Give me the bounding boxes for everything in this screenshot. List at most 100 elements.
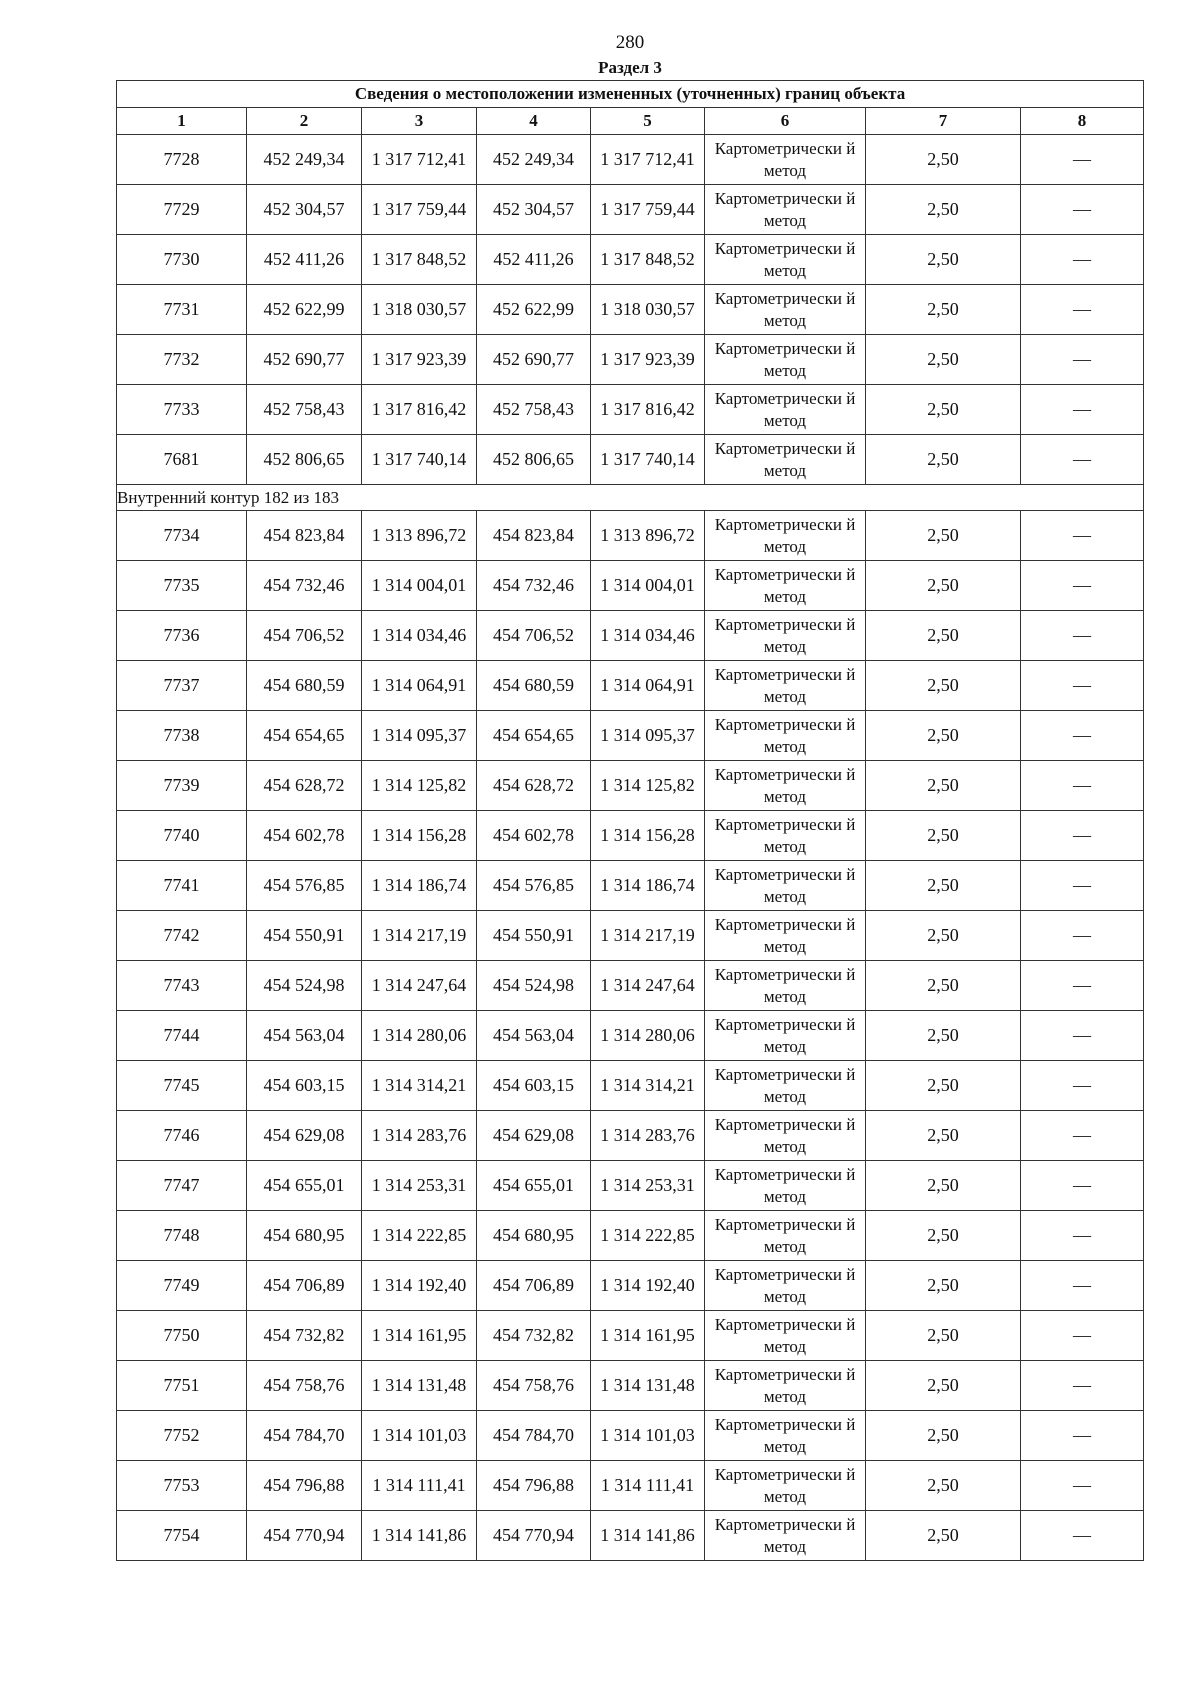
accuracy-cell: 2,50 <box>865 434 1021 485</box>
description-cell: — <box>1019 134 1145 185</box>
point-number-cell: 7733 <box>116 384 247 435</box>
description-cell: — <box>1019 560 1145 611</box>
x-existing-cell: 454 654,65 <box>246 710 362 761</box>
x-existing-cell: 454 732,82 <box>246 1310 362 1361</box>
y-new-cell: 1 314 283,76 <box>590 1110 705 1161</box>
y-new-cell: 1 317 816,42 <box>590 384 705 435</box>
x-existing-cell: 454 784,70 <box>246 1410 362 1461</box>
x-new-cell: 452 249,34 <box>476 134 591 185</box>
x-existing-cell: 452 806,65 <box>246 434 362 485</box>
method-cell: Картометрически й метод <box>704 610 866 661</box>
x-new-cell: 452 806,65 <box>476 434 591 485</box>
y-new-cell: 1 314 064,91 <box>590 660 705 711</box>
y-new-cell: 1 314 101,03 <box>590 1410 705 1461</box>
y-new-cell: 1 317 848,52 <box>590 234 705 285</box>
x-new-cell: 454 680,59 <box>476 660 591 711</box>
y-existing-cell: 1 317 923,39 <box>361 334 477 385</box>
y-existing-cell: 1 314 156,28 <box>361 810 477 861</box>
x-existing-cell: 452 690,77 <box>246 334 362 385</box>
column-number-header: 7 <box>865 107 1021 135</box>
method-cell: Картометрически й метод <box>704 910 866 961</box>
x-existing-cell: 454 576,85 <box>246 860 362 911</box>
table-row: 7737 454 680,59 1 314 064,91 454 680,59 1 31… <box>116 660 1145 711</box>
x-new-cell: 454 628,72 <box>476 760 591 811</box>
accuracy-cell: 2,50 <box>865 1410 1021 1461</box>
accuracy-cell: 2,50 <box>865 1160 1021 1211</box>
column-number-header: 3 <box>361 107 477 135</box>
table-row: 7743 454 524,98 1 314 247,64 454 524,98 1 31… <box>116 960 1145 1011</box>
column-number-header: 6 <box>704 107 866 135</box>
accuracy-cell: 2,50 <box>865 610 1021 661</box>
table-row: 7733 452 758,43 1 317 816,42 452 758,43 1 31… <box>116 384 1145 435</box>
x-new-cell: 454 563,04 <box>476 1010 591 1061</box>
y-new-cell: 1 314 192,40 <box>590 1260 705 1311</box>
method-cell: Картометрически й метод <box>704 1460 866 1511</box>
method-cell: Картометрически й метод <box>704 960 866 1011</box>
description-cell: — <box>1019 610 1145 661</box>
y-existing-cell: 1 314 064,91 <box>361 660 477 711</box>
accuracy-cell: 2,50 <box>865 184 1021 235</box>
y-new-cell: 1 314 095,37 <box>590 710 705 761</box>
method-cell: Картометрически й метод <box>704 560 866 611</box>
description-cell: — <box>1019 1310 1145 1361</box>
method-cell: Картометрически й метод <box>704 510 866 561</box>
table-row: 7738 454 654,65 1 314 095,37 454 654,65 1 31… <box>116 710 1145 761</box>
accuracy-cell: 2,50 <box>865 334 1021 385</box>
method-cell: Картометрически й метод <box>704 334 866 385</box>
method-cell: Картометрически й метод <box>704 710 866 761</box>
x-existing-cell: 454 706,89 <box>246 1260 362 1311</box>
x-new-cell: 454 655,01 <box>476 1160 591 1211</box>
x-new-cell: 454 706,89 <box>476 1260 591 1311</box>
point-number-cell: 7751 <box>116 1360 247 1411</box>
method-cell: Картометрически й метод <box>704 810 866 861</box>
description-cell: — <box>1019 1410 1145 1461</box>
accuracy-cell: 2,50 <box>865 1460 1021 1511</box>
x-existing-cell: 454 563,04 <box>246 1010 362 1061</box>
y-existing-cell: 1 314 280,06 <box>361 1010 477 1061</box>
x-new-cell: 454 524,98 <box>476 960 591 1011</box>
y-existing-cell: 1 314 222,85 <box>361 1210 477 1261</box>
table-row: 7751 454 758,76 1 314 131,48 454 758,76 1 31… <box>116 1360 1145 1411</box>
y-new-cell: 1 318 030,57 <box>590 284 705 335</box>
table-row: 7732 452 690,77 1 317 923,39 452 690,77 1 31… <box>116 334 1145 385</box>
y-existing-cell: 1 314 283,76 <box>361 1110 477 1161</box>
accuracy-cell: 2,50 <box>865 384 1021 435</box>
description-cell: — <box>1019 1060 1145 1111</box>
point-number-cell: 7746 <box>116 1110 247 1161</box>
y-new-cell: 1 313 896,72 <box>590 510 705 561</box>
accuracy-cell: 2,50 <box>865 810 1021 861</box>
description-cell: — <box>1019 234 1145 285</box>
description-cell: — <box>1019 960 1145 1011</box>
description-cell: — <box>1019 660 1145 711</box>
description-cell: — <box>1019 810 1145 861</box>
x-existing-cell: 452 758,43 <box>246 384 362 435</box>
table-row: 7730 452 411,26 1 317 848,52 452 411,26 1 31… <box>116 234 1145 285</box>
x-existing-cell: 454 602,78 <box>246 810 362 861</box>
description-cell: — <box>1019 760 1145 811</box>
method-cell: Картометрически й метод <box>704 1160 866 1211</box>
y-existing-cell: 1 314 161,95 <box>361 1310 477 1361</box>
x-new-cell: 454 770,94 <box>476 1510 591 1561</box>
description-cell: — <box>1019 710 1145 761</box>
x-new-cell: 454 823,84 <box>476 510 591 561</box>
accuracy-cell: 2,50 <box>865 1260 1021 1311</box>
y-new-cell: 1 314 141,86 <box>590 1510 705 1561</box>
contour-row: Внутренний контур 182 из 183 <box>115 484 1145 511</box>
table-row: 7736 454 706,52 1 314 034,46 454 706,52 1 31… <box>116 610 1145 661</box>
y-new-cell: 1 314 161,95 <box>590 1310 705 1361</box>
accuracy-cell: 2,50 <box>865 910 1021 961</box>
point-number-cell: 7740 <box>116 810 247 861</box>
description-cell: — <box>1019 1260 1145 1311</box>
method-cell: Картометрически й метод <box>704 234 866 285</box>
y-new-cell: 1 314 253,31 <box>590 1160 705 1211</box>
x-existing-cell: 454 655,01 <box>246 1160 362 1211</box>
y-new-cell: 1 314 314,21 <box>590 1060 705 1111</box>
point-number-cell: 7741 <box>116 860 247 911</box>
accuracy-cell: 2,50 <box>865 510 1021 561</box>
y-existing-cell: 1 314 141,86 <box>361 1510 477 1561</box>
table-row: 7681 452 806,65 1 317 740,14 452 806,65 1 31… <box>116 434 1145 485</box>
table-row: 7731 452 622,99 1 318 030,57 452 622,99 1 31… <box>116 284 1145 335</box>
x-new-cell: 454 576,85 <box>476 860 591 911</box>
method-cell: Картометрически й метод <box>704 384 866 435</box>
